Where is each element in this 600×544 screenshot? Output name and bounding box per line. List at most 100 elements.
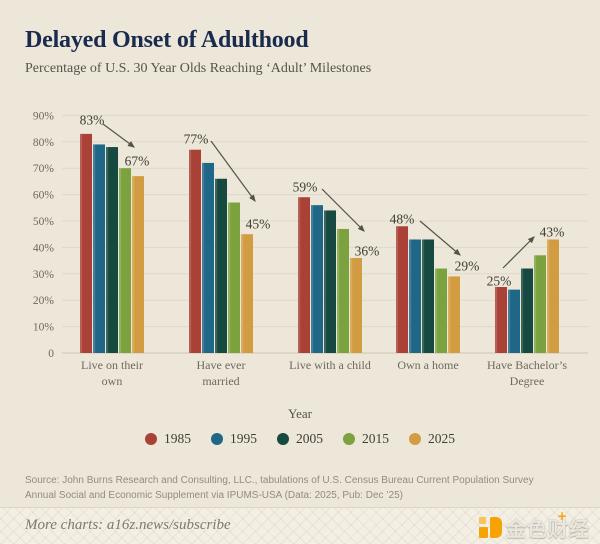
value-label: 36% (355, 244, 380, 259)
trend-arrow-down (210, 140, 256, 202)
category-label: Live with a child (289, 358, 371, 372)
legend-label: 2005 (296, 431, 323, 446)
bar-group (189, 149, 253, 353)
value-label: 25% (487, 274, 512, 289)
value-label: 59% (293, 180, 318, 195)
bar-highlight (508, 289, 511, 353)
bar-chart-canvas: 0 10% 20% 30% 40% 50% 60% 70% 80% 90% 83% 67% 77% 45%… (33, 110, 588, 388)
bar-2015 (119, 168, 131, 353)
bar-1985 (396, 226, 408, 353)
legend-label: 1995 (230, 431, 257, 446)
bar-2005 (422, 239, 434, 353)
bar-2015 (228, 202, 240, 353)
bar-highlight (448, 276, 451, 353)
trend-arrow-down (419, 220, 461, 256)
legend-dot-icon (145, 433, 157, 445)
bar-highlight (189, 149, 192, 353)
page-title: Delayed Onset of Adulthood (25, 27, 309, 53)
legend-dot-icon (343, 433, 355, 445)
bar-highlight (435, 268, 438, 353)
trend-arrow-up (502, 236, 535, 269)
bar-highlight (534, 255, 537, 353)
bar-group (298, 197, 362, 353)
bar-highlight (337, 228, 340, 353)
bar-1995 (409, 239, 421, 353)
bar-highlight (80, 133, 83, 353)
bar-1995 (202, 162, 214, 353)
y-tick-label: 0 (48, 348, 54, 360)
bar-highlight (311, 205, 314, 353)
bar-1985 (80, 133, 92, 353)
legend-label: 2015 (362, 431, 389, 446)
bar-2015 (435, 268, 447, 353)
bar-2025 (241, 234, 253, 353)
bar-highlight (396, 226, 399, 353)
bar-highlight (215, 178, 218, 353)
legend-label: 1985 (164, 431, 191, 446)
source-note: Source: John Burns Research and Consulti… (25, 475, 534, 501)
bar-highlight (119, 168, 122, 353)
bar-highlight (324, 210, 327, 353)
chart-legend: 1985 1995 2005 2015 2025 (0, 431, 600, 447)
more-charts-link: More charts: a16z.news/subscribe (25, 517, 231, 533)
legend-dot-icon (409, 433, 421, 445)
bar-1995 (93, 144, 105, 353)
value-label: 29% (455, 259, 480, 274)
category-label: Have ever married (197, 358, 246, 388)
y-tick-label: 40% (33, 242, 55, 254)
bar-highlight (350, 257, 353, 353)
bar-highlight (228, 202, 231, 353)
bar-group (396, 226, 460, 353)
value-label: 45% (246, 217, 271, 232)
watermark-plus-icon: + (556, 509, 568, 523)
bar-2025 (448, 276, 460, 353)
bar-highlight (106, 147, 109, 353)
bar-2025 (547, 239, 559, 353)
legend-item-2005: 2005 (277, 431, 323, 447)
y-tick-label: 60% (33, 190, 55, 202)
bar-highlight (495, 287, 498, 353)
y-tick-label: 70% (33, 163, 55, 175)
trend-arrow-down (102, 123, 135, 148)
y-tick-label: 30% (33, 269, 55, 281)
value-label: 77% (184, 132, 209, 147)
jinse-logo-icon (479, 516, 502, 539)
bar-highlight (547, 239, 550, 353)
y-tick-label: 50% (33, 216, 55, 228)
bar-2025 (132, 176, 144, 353)
trend-arrow-down (321, 188, 365, 232)
bar-2025 (350, 257, 362, 353)
watermark-text: 金色财经 + (506, 509, 590, 541)
y-tick-label: 10% (33, 322, 55, 334)
category-label: Have Bachelor’s Degree (487, 358, 567, 388)
value-label: 43% (540, 225, 565, 240)
bar-highlight (202, 162, 205, 353)
value-label: 48% (390, 212, 415, 227)
bar-highlight (298, 197, 301, 353)
bar-2005 (106, 147, 118, 353)
bar-2005 (521, 268, 533, 353)
bar-2005 (324, 210, 336, 353)
legend-item-1985: 1985 (145, 431, 191, 447)
bar-highlight (422, 239, 425, 353)
category-label: Live on their own (81, 358, 143, 388)
bar-2015 (337, 228, 349, 353)
bar-highlight (409, 239, 412, 353)
bar-highlight (521, 268, 524, 353)
legend-label: 2025 (428, 431, 455, 446)
bar-1995 (508, 289, 520, 353)
page-subtitle: Percentage of U.S. 30 Year Olds Reaching… (25, 61, 372, 76)
bar-highlight (132, 176, 135, 353)
bar-highlight (241, 234, 244, 353)
value-label: 83% (80, 113, 105, 128)
category-label: Own a home (397, 358, 458, 372)
bar-2015 (534, 255, 546, 353)
y-tick-label: 80% (33, 137, 55, 149)
legend-item-2015: 2015 (343, 431, 389, 447)
value-label: 67% (125, 154, 150, 169)
y-tick-label: 90% (33, 110, 55, 122)
bar-group (495, 239, 559, 353)
x-axis-title: Year (288, 406, 312, 421)
legend-dot-icon (211, 433, 223, 445)
